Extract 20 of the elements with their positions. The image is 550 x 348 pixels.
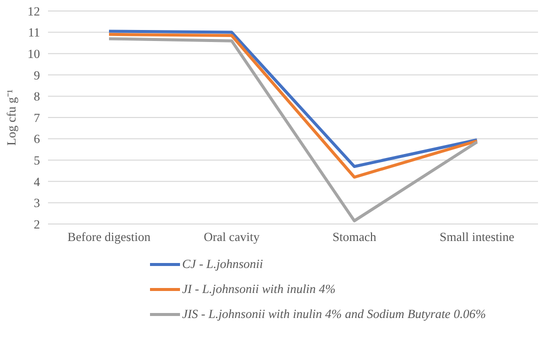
y-tick-label: 12	[28, 4, 40, 18]
y-tick-label: 10	[28, 47, 40, 62]
legend-label: JIS - L.johnsonii with inulin 4% and Sodium Butyrate 0.06%	[182, 307, 486, 322]
y-tick-label: 7	[34, 110, 40, 125]
y-tick-label: 11	[28, 26, 40, 40]
y-tick-label: 8	[34, 90, 40, 104]
y-tick-label: 9	[34, 68, 40, 82]
x-tick-label: Oral cavity	[204, 230, 260, 244]
y-tick-label: 6	[34, 132, 40, 146]
y-axis-title: Log cfu g⁻¹	[4, 89, 18, 146]
legend-label: CJ - L.johnsonii	[182, 257, 264, 272]
y-tick-label: 3	[34, 196, 40, 210]
y-tick-label: 5	[34, 154, 40, 168]
x-tick-label: Before digestion	[68, 230, 152, 244]
y-tick-label: 2	[34, 217, 40, 232]
legend-label: JI - L.johnsonii with inulin 4%	[182, 282, 336, 297]
line-series	[108, 37, 478, 222]
x-tick-label: Stomach	[332, 230, 377, 244]
x-tick-label: Small intestine	[440, 230, 515, 244]
y-tick-label: 4	[34, 174, 41, 189]
